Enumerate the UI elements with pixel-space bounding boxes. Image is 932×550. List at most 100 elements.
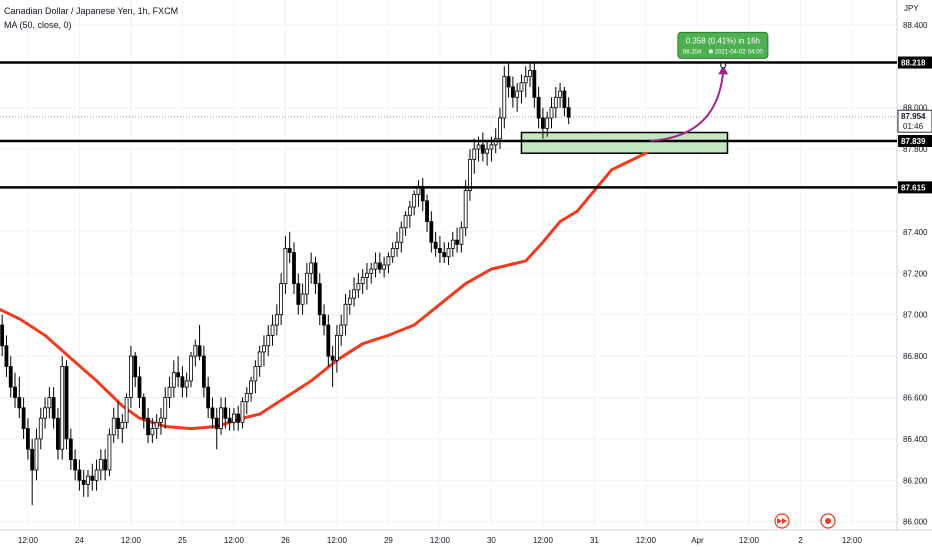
candle-body[interactable] bbox=[472, 148, 477, 160]
candle-body[interactable] bbox=[17, 397, 22, 409]
candle-body[interactable] bbox=[210, 407, 215, 419]
candle-body[interactable] bbox=[300, 293, 305, 305]
candle-body[interactable] bbox=[330, 355, 335, 361]
candle-body[interactable] bbox=[317, 283, 322, 316]
candle-body[interactable] bbox=[515, 90, 520, 98]
candle-body[interactable] bbox=[94, 469, 99, 481]
candle-body[interactable] bbox=[159, 417, 163, 423]
candle-body[interactable] bbox=[201, 355, 206, 388]
candle-body[interactable] bbox=[43, 407, 47, 419]
candle-body[interactable] bbox=[382, 264, 387, 270]
candle-body[interactable] bbox=[403, 214, 408, 229]
candle-body[interactable] bbox=[86, 475, 90, 485]
candle-body[interactable] bbox=[68, 438, 73, 461]
candle-body[interactable] bbox=[244, 392, 249, 403]
candle-body[interactable] bbox=[21, 407, 26, 429]
candle-body[interactable] bbox=[128, 355, 133, 398]
candle-body[interactable] bbox=[124, 397, 129, 423]
candle-body[interactable] bbox=[51, 397, 56, 419]
candle-body[interactable] bbox=[433, 241, 438, 249]
candle-body[interactable] bbox=[167, 386, 172, 398]
candle-body[interactable] bbox=[429, 221, 434, 243]
candle-body[interactable] bbox=[184, 380, 189, 388]
candle-body[interactable] bbox=[90, 475, 95, 481]
candle-body[interactable] bbox=[236, 413, 241, 423]
candle-body[interactable] bbox=[326, 324, 331, 357]
candle-body[interactable] bbox=[562, 90, 567, 109]
candle-body[interactable] bbox=[206, 386, 211, 409]
support-zone-rectangle[interactable] bbox=[520, 131, 729, 154]
candle-body[interactable] bbox=[532, 69, 537, 98]
candle-body[interactable] bbox=[566, 107, 571, 118]
candle-body[interactable] bbox=[116, 417, 120, 429]
candle-body[interactable] bbox=[510, 86, 515, 98]
candle-body[interactable] bbox=[519, 82, 524, 92]
candle-body[interactable] bbox=[442, 252, 447, 258]
candle-body[interactable] bbox=[356, 283, 361, 291]
candle-body[interactable] bbox=[395, 241, 399, 249]
candle-body[interactable] bbox=[274, 314, 279, 326]
candle-body[interactable] bbox=[463, 190, 468, 229]
candle-body[interactable] bbox=[13, 386, 17, 398]
candle-body[interactable] bbox=[270, 324, 275, 336]
candle-body[interactable] bbox=[283, 248, 288, 285]
candle-body[interactable] bbox=[339, 324, 344, 336]
candle-body[interactable] bbox=[120, 421, 125, 429]
candle-body[interactable] bbox=[343, 303, 348, 326]
candle-body[interactable] bbox=[150, 428, 155, 436]
candle-body[interactable] bbox=[30, 448, 35, 471]
candle-body[interactable] bbox=[38, 417, 43, 440]
candle-body[interactable] bbox=[47, 397, 52, 409]
candle-body[interactable] bbox=[163, 397, 168, 419]
candle-body[interactable] bbox=[399, 227, 404, 243]
candle-body[interactable] bbox=[262, 345, 266, 353]
candle-body[interactable] bbox=[146, 417, 150, 436]
legend-indicator[interactable]: MA (50, close, 0) bbox=[4, 20, 72, 30]
candle-body[interactable] bbox=[133, 355, 138, 378]
candle-body[interactable] bbox=[369, 268, 374, 274]
candle-body[interactable] bbox=[77, 469, 82, 481]
candle-body[interactable] bbox=[502, 76, 507, 119]
candle-body[interactable] bbox=[60, 366, 65, 450]
candle-body[interactable] bbox=[468, 159, 472, 191]
candle-body[interactable] bbox=[377, 262, 382, 270]
candle-body[interactable] bbox=[111, 417, 116, 436]
candle-body[interactable] bbox=[223, 407, 228, 419]
candle-body[interactable] bbox=[227, 417, 232, 423]
candle-body[interactable] bbox=[455, 239, 459, 245]
projection-annotation-box[interactable] bbox=[677, 31, 769, 59]
candle-body[interactable] bbox=[536, 96, 541, 119]
candle-body[interactable] bbox=[476, 144, 481, 150]
candle-body[interactable] bbox=[365, 272, 369, 278]
candle-body[interactable] bbox=[180, 376, 185, 388]
legend-symbol[interactable]: Canadian Dollar / Japanese Yen, 1h, FXCM bbox=[4, 6, 179, 16]
candle-body[interactable] bbox=[137, 376, 142, 398]
candle-body[interactable] bbox=[446, 248, 451, 258]
candle-body[interactable] bbox=[279, 283, 284, 316]
candle-body[interactable] bbox=[193, 345, 198, 357]
candle-body[interactable] bbox=[322, 314, 326, 326]
candle-body[interactable] bbox=[360, 277, 365, 285]
candle-body[interactable] bbox=[141, 397, 146, 419]
candle-body[interactable] bbox=[176, 372, 181, 378]
candle-body[interactable] bbox=[98, 459, 103, 471]
candle-body[interactable] bbox=[541, 117, 545, 129]
candle-body[interactable] bbox=[304, 272, 309, 295]
candle-body[interactable] bbox=[292, 252, 296, 285]
candle-body[interactable] bbox=[480, 144, 485, 154]
candle-body[interactable] bbox=[214, 417, 219, 429]
candle-body[interactable] bbox=[287, 248, 292, 253]
forecast-arrow-path[interactable] bbox=[650, 71, 725, 142]
candle-body[interactable] bbox=[373, 262, 378, 270]
candle-body[interactable] bbox=[523, 76, 528, 84]
candle-body[interactable] bbox=[489, 144, 494, 150]
candle-body[interactable] bbox=[347, 297, 352, 305]
candle-body[interactable] bbox=[313, 262, 318, 285]
candle-body[interactable] bbox=[56, 417, 60, 450]
candle-body[interactable] bbox=[553, 96, 558, 109]
candle-body[interactable] bbox=[309, 262, 314, 274]
candle-body[interactable] bbox=[25, 428, 30, 450]
candle-body[interactable] bbox=[485, 148, 490, 154]
candle-body[interactable] bbox=[425, 200, 429, 222]
candle-body[interactable] bbox=[558, 90, 562, 98]
